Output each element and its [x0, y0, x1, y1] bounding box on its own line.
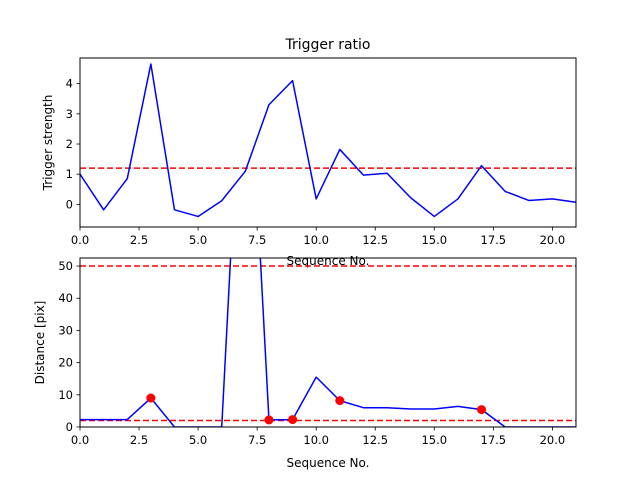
bottom-series-line-0	[80, 258, 576, 427]
top-x-tick-label: 0.0	[71, 233, 89, 247]
top-y-tick-label: 1	[66, 167, 73, 181]
bottom-x-tick-label: 5.0	[189, 433, 207, 447]
top-series-line-0	[80, 63, 576, 218]
bottom-y-axis-label: Distance [pix]	[33, 301, 47, 385]
top-x-tick-label: 15.0	[421, 233, 447, 247]
top-y-tick-label: 0	[66, 197, 73, 211]
bottom-axes-frame	[79, 257, 577, 428]
top-x-tick-label: 7.5	[248, 233, 266, 247]
top-x-tick-label: 17.5	[481, 233, 507, 247]
bottom-x-tick-label: 7.5	[248, 433, 266, 447]
bottom-y-tick-label: 50	[58, 259, 73, 273]
bottom-marker-point	[288, 415, 298, 425]
bottom-x-tick-label: 17.5	[481, 433, 507, 447]
top-x-tick-label: 10.0	[303, 233, 329, 247]
top-y-tick-label: 2	[66, 137, 73, 151]
top-axes-frame	[79, 57, 577, 228]
bottom-x-tick-label: 12.5	[362, 433, 388, 447]
bottom-y-tick-label: 0	[66, 420, 73, 434]
top-plot-area	[80, 63, 576, 218]
bottom-x-tick-label: 15.0	[421, 433, 447, 447]
bottom-y-tick-label: 20	[58, 356, 73, 370]
bottom-ticks: 0.0 2.5 5.0 7.5 10.0 12.5 15.0 17.5 20.0 0 10 20 30 4…	[58, 259, 565, 447]
bottom-x-axis-label: Sequence No.	[287, 456, 370, 470]
top-x-tick-label: 20.0	[540, 233, 566, 247]
top-x-tick-label: 5.0	[189, 233, 207, 247]
bottom-plot-area	[80, 258, 576, 427]
top-x-tick-label: 2.5	[130, 233, 148, 247]
bottom-y-tick-label: 40	[58, 291, 73, 305]
top-chart-title: Trigger ratio	[284, 37, 370, 53]
bottom-x-tick-label: 0.0	[71, 433, 89, 447]
bottom-marker-point	[146, 393, 156, 403]
top-ticks: 0.0 2.5 5.0 7.5 10.0 12.5 15.0 17.5 20.0 0 1 2 3 4	[66, 77, 566, 247]
bottom-y-tick-label: 10	[58, 388, 73, 402]
bottom-axes: Distance [pix] Sequence No. 0.0 2.5 5.0 7.5…	[33, 257, 577, 470]
bottom-marker-point	[477, 405, 487, 415]
bottom-x-tick-label: 2.5	[130, 433, 148, 447]
top-x-tick-label: 12.5	[362, 233, 388, 247]
bottom-marker-point	[264, 415, 274, 425]
bottom-x-tick-label: 20.0	[540, 433, 566, 447]
bottom-y-tick-label: 30	[58, 323, 73, 337]
top-y-axis-label: Trigger strength	[41, 95, 55, 192]
top-y-tick-label: 3	[66, 107, 73, 121]
bottom-x-tick-label: 10.0	[303, 433, 329, 447]
bottom-marker-point	[335, 396, 345, 406]
top-y-tick-label: 4	[66, 77, 73, 91]
top-axes: Trigger ratio Trigger strength Sequence …	[41, 37, 577, 268]
